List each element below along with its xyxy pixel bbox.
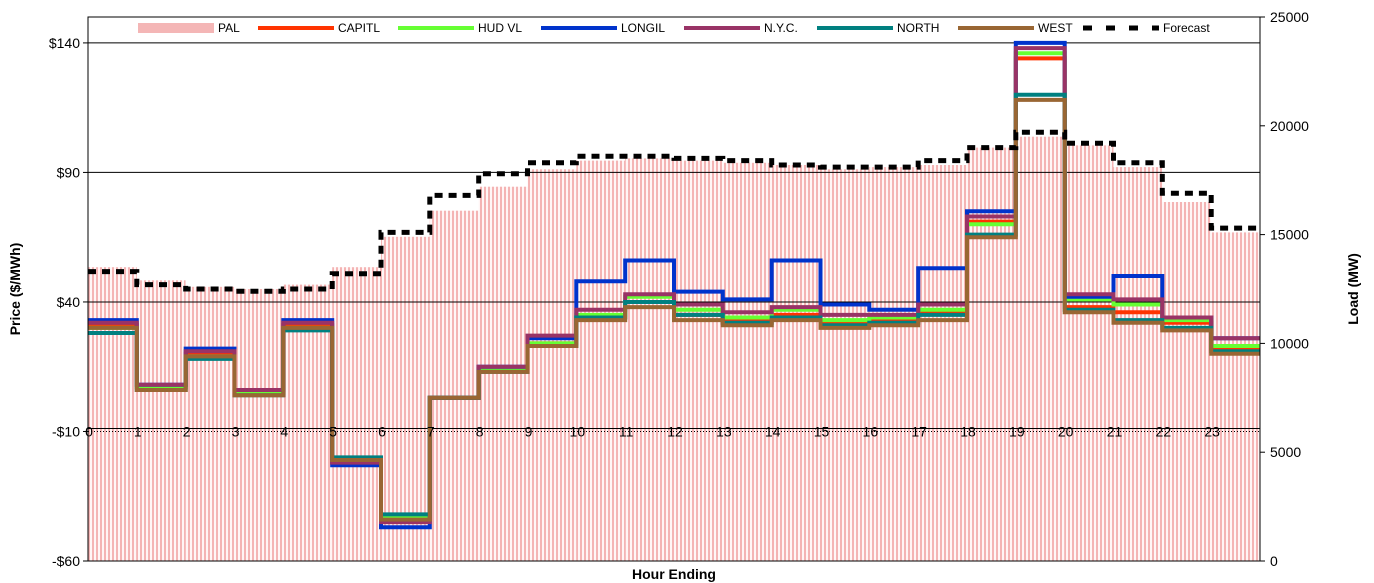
x-tick-label: 22 — [1156, 423, 1172, 439]
x-tick-label: 9 — [525, 423, 533, 439]
x-tick-label: 14 — [765, 423, 781, 439]
legend-label-pal: PAL — [218, 21, 240, 35]
y2-tick-label: 0 — [1270, 553, 1278, 569]
axes-layer: -$60-$10$40$90$1400500010000150002000025… — [49, 9, 1309, 569]
x-tick-label: 6 — [378, 423, 386, 439]
x-tick-label: 10 — [570, 423, 586, 439]
load-bar-hour-13 — [722, 162, 772, 562]
load-bar-hour-7 — [429, 210, 479, 561]
x-tick-label: 1 — [134, 423, 142, 439]
load-bar-hour-20 — [1064, 145, 1114, 561]
load-bar-hour-6 — [381, 236, 430, 562]
legend-label-n-y-c: N.Y.C. — [764, 21, 798, 35]
x-tick-label: 11 — [619, 423, 634, 439]
y-tick-label: -$10 — [52, 423, 80, 439]
load-bar-hour-22 — [1162, 202, 1212, 561]
y2-tick-label: 15000 — [1270, 227, 1309, 243]
x-tick-label: 17 — [911, 423, 927, 439]
legend: PAL CAPITL HUD VL LONGIL N.Y.C. NORTH WEST Fore… — [138, 21, 1210, 35]
legend-swatch-pal — [138, 23, 214, 33]
forecast-line — [88, 129, 1260, 294]
x-tick-label: 15 — [814, 423, 830, 439]
load-bar-hour-1 — [136, 280, 186, 561]
x-tick-label: 3 — [232, 423, 240, 439]
x-tick-label: 8 — [476, 423, 484, 439]
y-axis-title-right: Load (MW) — [1345, 253, 1361, 325]
y-tick-label: $90 — [57, 164, 81, 180]
load-bar-hour-9 — [527, 169, 577, 562]
x-tick-label: 23 — [1204, 423, 1220, 439]
x-tick-label: 5 — [329, 423, 337, 439]
y2-tick-label: 10000 — [1270, 335, 1309, 351]
x-tick-label: 2 — [183, 423, 191, 439]
x-tick-label: 20 — [1058, 423, 1074, 439]
y2-tick-label: 5000 — [1270, 444, 1301, 460]
load-bar-hour-11 — [625, 158, 674, 561]
y-tick-label: $140 — [49, 35, 80, 51]
y-axis-title-left: Price ($/MWh) — [7, 243, 23, 336]
x-tick-label: 12 — [667, 423, 683, 439]
load-bar-hour-2 — [185, 286, 235, 561]
load-bar-hour-17 — [918, 165, 967, 561]
load-bar-hour-10 — [576, 160, 626, 561]
x-tick-label: 7 — [427, 423, 435, 439]
x-tick-label: 13 — [716, 423, 732, 439]
x-tick-label: 16 — [863, 423, 879, 439]
forecast-layer — [88, 129, 1260, 294]
load-bar-hour-12 — [674, 160, 723, 561]
load-bar-hour-16 — [869, 167, 919, 561]
legend-label-north: NORTH — [897, 21, 939, 35]
load-bar-hour-3 — [234, 289, 284, 561]
load-bar-hour-23 — [1211, 232, 1260, 561]
load-bar-hour-0 — [88, 267, 137, 561]
y-tick-label: -$60 — [52, 553, 80, 569]
load-bar-hour-21 — [1113, 167, 1163, 561]
legend-label-longil: LONGIL — [621, 21, 665, 35]
x-tick-label: 4 — [280, 423, 288, 439]
y2-tick-label: 25000 — [1270, 9, 1309, 25]
legend-label-forecast: Forecast — [1163, 21, 1210, 35]
legend-label-west: WEST — [1038, 21, 1073, 35]
load-bar-hour-14 — [771, 165, 821, 561]
y2-tick-label: 20000 — [1270, 118, 1309, 134]
load-bar-hour-19 — [1015, 136, 1065, 561]
legend-label-capitl: CAPITL — [338, 21, 380, 35]
y-tick-label: $40 — [57, 294, 81, 310]
plot-frame — [87, 16, 1261, 562]
x-axis-title: Hour Ending — [632, 566, 716, 582]
load-bar-hour-15 — [820, 169, 870, 562]
load-bar-hour-5 — [332, 267, 381, 561]
x-tick-label: 21 — [1107, 423, 1123, 439]
load-bars-layer — [88, 136, 1260, 562]
x-tick-label: 18 — [960, 423, 976, 439]
x-tick-label: 0 — [85, 423, 93, 439]
legend-label-hud-vl: HUD VL — [478, 21, 522, 35]
x-tick-label: 19 — [1009, 423, 1025, 439]
